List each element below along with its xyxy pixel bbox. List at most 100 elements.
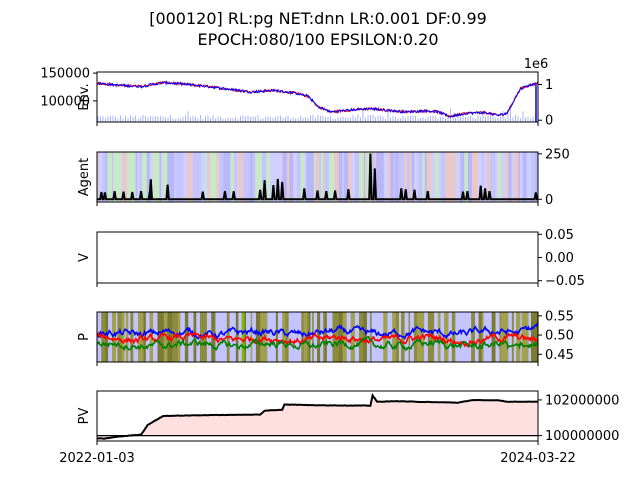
action-band — [501, 152, 506, 202]
action-band — [266, 152, 271, 202]
action-band — [161, 312, 164, 362]
action-band — [334, 152, 340, 202]
action-band — [198, 152, 202, 202]
action-band — [289, 152, 294, 202]
y2-tick-label: 0 — [545, 114, 553, 129]
action-band — [249, 152, 254, 202]
action-band — [359, 152, 365, 202]
action-band — [371, 152, 375, 202]
action-band — [179, 152, 184, 202]
action-band — [223, 152, 226, 202]
action-band — [472, 152, 476, 202]
price-series-red — [97, 80, 538, 119]
action-band — [282, 312, 286, 362]
pv-line — [97, 392, 538, 440]
action-band — [146, 152, 150, 202]
action-band — [351, 152, 356, 202]
action-band — [306, 152, 310, 202]
action-band — [219, 152, 224, 202]
action-band — [398, 152, 402, 202]
action-band — [434, 152, 440, 202]
action-band — [186, 152, 192, 202]
subplot-frame — [96, 231, 539, 284]
action-band — [495, 152, 499, 202]
action-band — [324, 152, 330, 202]
action-band — [163, 312, 166, 362]
action-band — [370, 312, 372, 362]
title-line-1: [000120] RL:pg NET:dnn LR:0.001 DF:0.99 — [149, 9, 487, 28]
action-band — [131, 152, 136, 202]
action-band — [171, 152, 175, 202]
action-band — [183, 152, 188, 202]
action-band — [225, 152, 230, 202]
action-band — [237, 152, 243, 202]
action-band — [293, 152, 296, 202]
action-band — [127, 152, 132, 202]
action-band — [193, 312, 197, 362]
action-band — [511, 152, 515, 202]
action-band — [255, 312, 261, 362]
action-band — [481, 152, 484, 202]
action-band — [328, 152, 334, 202]
probability-series — [97, 335, 538, 352]
action-band — [414, 152, 419, 202]
action-band — [288, 312, 293, 362]
y-axis-label: Agent — [77, 158, 92, 196]
action-band — [191, 312, 194, 362]
action-band — [417, 152, 423, 202]
action-band — [196, 312, 201, 362]
action-band — [383, 152, 388, 202]
y-axis-label: Env. — [77, 83, 92, 110]
action-band — [320, 312, 324, 362]
action-band — [467, 312, 472, 362]
action-band — [191, 152, 194, 202]
action-band — [192, 152, 196, 202]
action-band — [137, 152, 140, 202]
action-band — [275, 312, 279, 362]
subplot-4: 0.55 0.50 0.45 P — [77, 309, 574, 366]
y2-tick-label: −0.05 — [545, 274, 585, 289]
action-band — [497, 152, 502, 202]
subplot-frame — [96, 151, 539, 203]
action-band — [167, 152, 173, 202]
action-band — [323, 152, 325, 202]
action-band — [450, 152, 454, 202]
action-band — [518, 152, 521, 202]
action-band — [455, 312, 460, 362]
action-band — [174, 152, 177, 202]
action-band — [358, 312, 364, 362]
action-band — [426, 152, 432, 202]
action-band — [451, 312, 456, 362]
action-band — [238, 312, 243, 362]
action-band — [153, 312, 156, 362]
action-band — [236, 152, 239, 202]
action-band — [455, 152, 461, 202]
action-band — [111, 152, 114, 202]
action-band — [149, 152, 153, 202]
action-band — [125, 312, 129, 362]
action-band — [286, 152, 290, 202]
action-band — [121, 312, 125, 362]
action-band — [142, 152, 148, 202]
action-band — [519, 152, 523, 202]
action-band — [270, 312, 273, 362]
plot-area — [97, 152, 538, 202]
action-band — [453, 152, 457, 202]
action-band — [108, 312, 113, 362]
action-band — [300, 152, 305, 202]
action-band — [319, 152, 322, 202]
x-tick-label-start: 2022-01-03 — [59, 451, 135, 466]
y2-tick-label: 250 — [545, 147, 570, 162]
action-band — [307, 312, 310, 362]
action-band — [263, 312, 268, 362]
action-band — [363, 152, 366, 202]
action-band — [305, 312, 308, 362]
action-band — [505, 152, 509, 202]
action-band — [422, 152, 426, 202]
action-band — [130, 312, 134, 362]
action-band — [474, 312, 479, 362]
action-band — [175, 152, 181, 202]
action-band — [273, 152, 277, 202]
action-band — [349, 312, 351, 362]
action-band — [487, 152, 491, 202]
